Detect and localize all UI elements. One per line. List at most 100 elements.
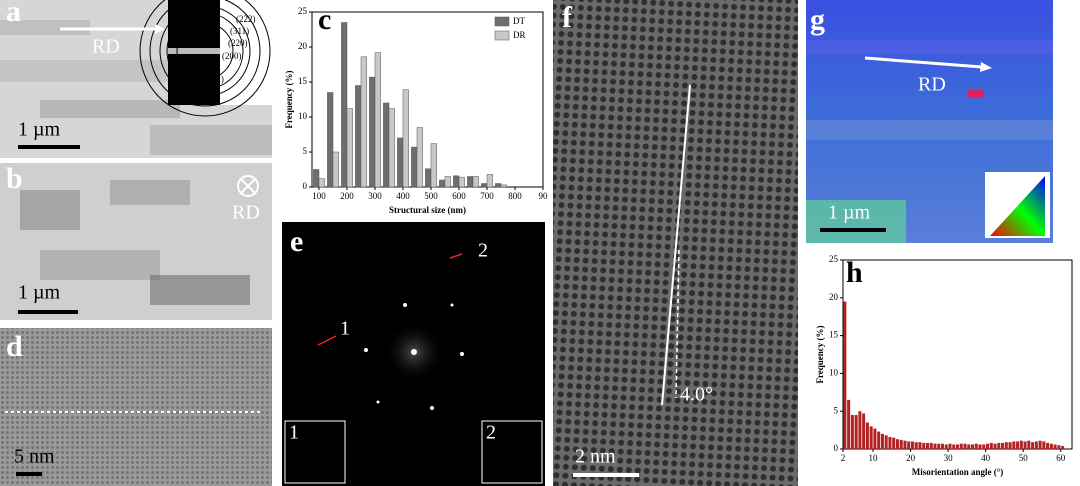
bar bbox=[388, 108, 395, 188]
bar bbox=[1031, 442, 1035, 449]
bar bbox=[910, 441, 914, 449]
x-tick-label: 30 bbox=[944, 453, 954, 463]
legend-label: DT bbox=[513, 16, 525, 26]
bar bbox=[374, 52, 381, 188]
bar bbox=[858, 411, 862, 449]
rd-label: RD bbox=[92, 36, 120, 58]
bar bbox=[940, 443, 944, 449]
x-tick-label: 10 bbox=[869, 453, 879, 463]
y-tick-label: 10 bbox=[829, 367, 839, 377]
y-tick-label: 15 bbox=[298, 76, 308, 86]
bar bbox=[997, 442, 1001, 449]
bar bbox=[1061, 445, 1065, 449]
bar bbox=[439, 179, 446, 188]
y-axis-label: Frequency (%) bbox=[284, 70, 294, 128]
bar bbox=[907, 441, 911, 449]
bar bbox=[425, 168, 432, 188]
bar bbox=[355, 85, 362, 188]
x-tick-label: 800 bbox=[508, 191, 522, 201]
ring-label: (111) bbox=[205, 74, 224, 84]
bar bbox=[865, 422, 869, 449]
bar bbox=[1034, 441, 1038, 449]
bar bbox=[1001, 442, 1005, 449]
legend-swatch bbox=[494, 16, 510, 27]
bar bbox=[914, 442, 918, 449]
bar bbox=[933, 443, 937, 449]
panel-e: 2 1 1 2 e bbox=[282, 222, 545, 486]
x-tick-label: 60 bbox=[1056, 453, 1066, 463]
scale-bar bbox=[18, 145, 80, 149]
bar bbox=[862, 413, 866, 449]
x-tick-label: 200 bbox=[340, 191, 354, 201]
bar bbox=[1042, 441, 1046, 449]
bar bbox=[1049, 443, 1053, 449]
bar bbox=[1004, 442, 1008, 449]
bar bbox=[411, 146, 418, 188]
bar bbox=[1053, 444, 1057, 449]
bar bbox=[416, 127, 423, 188]
bar bbox=[486, 174, 493, 188]
bar bbox=[341, 22, 348, 188]
y-tick-label: 0 bbox=[834, 443, 839, 453]
panel-label: a bbox=[6, 0, 21, 28]
ring-label: (220) bbox=[228, 38, 248, 48]
panel-label: d bbox=[6, 330, 23, 363]
bar bbox=[948, 443, 952, 449]
bar bbox=[903, 440, 907, 449]
bar bbox=[869, 426, 873, 449]
scale-label: 1 µm bbox=[18, 282, 61, 304]
bar bbox=[850, 414, 854, 449]
bar bbox=[444, 176, 451, 188]
bar bbox=[467, 176, 474, 188]
panel-label: e bbox=[290, 225, 303, 258]
ring-label: (311) bbox=[230, 26, 249, 36]
panel-label: f bbox=[562, 1, 573, 34]
rd-label: RD bbox=[232, 202, 260, 224]
bar bbox=[397, 137, 404, 188]
x-tick-label: 500 bbox=[424, 191, 438, 201]
y-axis-label: Frequency (%) bbox=[815, 325, 825, 383]
y-tick-label: 5 bbox=[303, 146, 308, 156]
legend-swatch bbox=[494, 30, 510, 41]
panel-label: b bbox=[6, 162, 23, 195]
inset-label: 2 bbox=[486, 422, 496, 444]
bar bbox=[1008, 442, 1012, 449]
bar bbox=[873, 428, 877, 449]
spot-label: 2 bbox=[478, 240, 488, 262]
bar bbox=[918, 442, 922, 449]
x-axis-label: Structural size (nm) bbox=[389, 205, 466, 215]
bar bbox=[959, 443, 963, 449]
panel-label: c bbox=[318, 3, 331, 36]
bar bbox=[892, 437, 896, 449]
bar bbox=[847, 399, 851, 449]
bar bbox=[453, 175, 460, 188]
y-tick-label: 15 bbox=[829, 330, 839, 340]
bar bbox=[1016, 441, 1020, 449]
ring-label: (222) bbox=[236, 14, 256, 24]
bar bbox=[929, 442, 933, 449]
bar bbox=[327, 92, 334, 188]
x-tick-label: 100 bbox=[312, 191, 326, 201]
bar bbox=[993, 443, 997, 449]
bar bbox=[888, 436, 892, 449]
x-tick-label: 20 bbox=[906, 453, 916, 463]
x-tick-label: 50 bbox=[1019, 453, 1029, 463]
bar bbox=[472, 176, 479, 188]
bar bbox=[1012, 441, 1016, 449]
bar bbox=[944, 444, 948, 449]
bar bbox=[922, 442, 926, 449]
bar bbox=[971, 444, 975, 449]
panel-label: h bbox=[846, 256, 863, 289]
bar bbox=[895, 439, 899, 449]
bar bbox=[1046, 442, 1050, 449]
bar bbox=[937, 443, 941, 449]
panel-d: d 5 nm bbox=[0, 328, 272, 486]
bar bbox=[1023, 441, 1027, 449]
bar bbox=[952, 444, 956, 449]
ring-label: (200) bbox=[222, 51, 242, 61]
bar bbox=[313, 169, 320, 188]
x-tick-label: 90 bbox=[539, 191, 549, 201]
scale-label: 1 µm bbox=[18, 119, 61, 141]
bar bbox=[925, 442, 929, 449]
